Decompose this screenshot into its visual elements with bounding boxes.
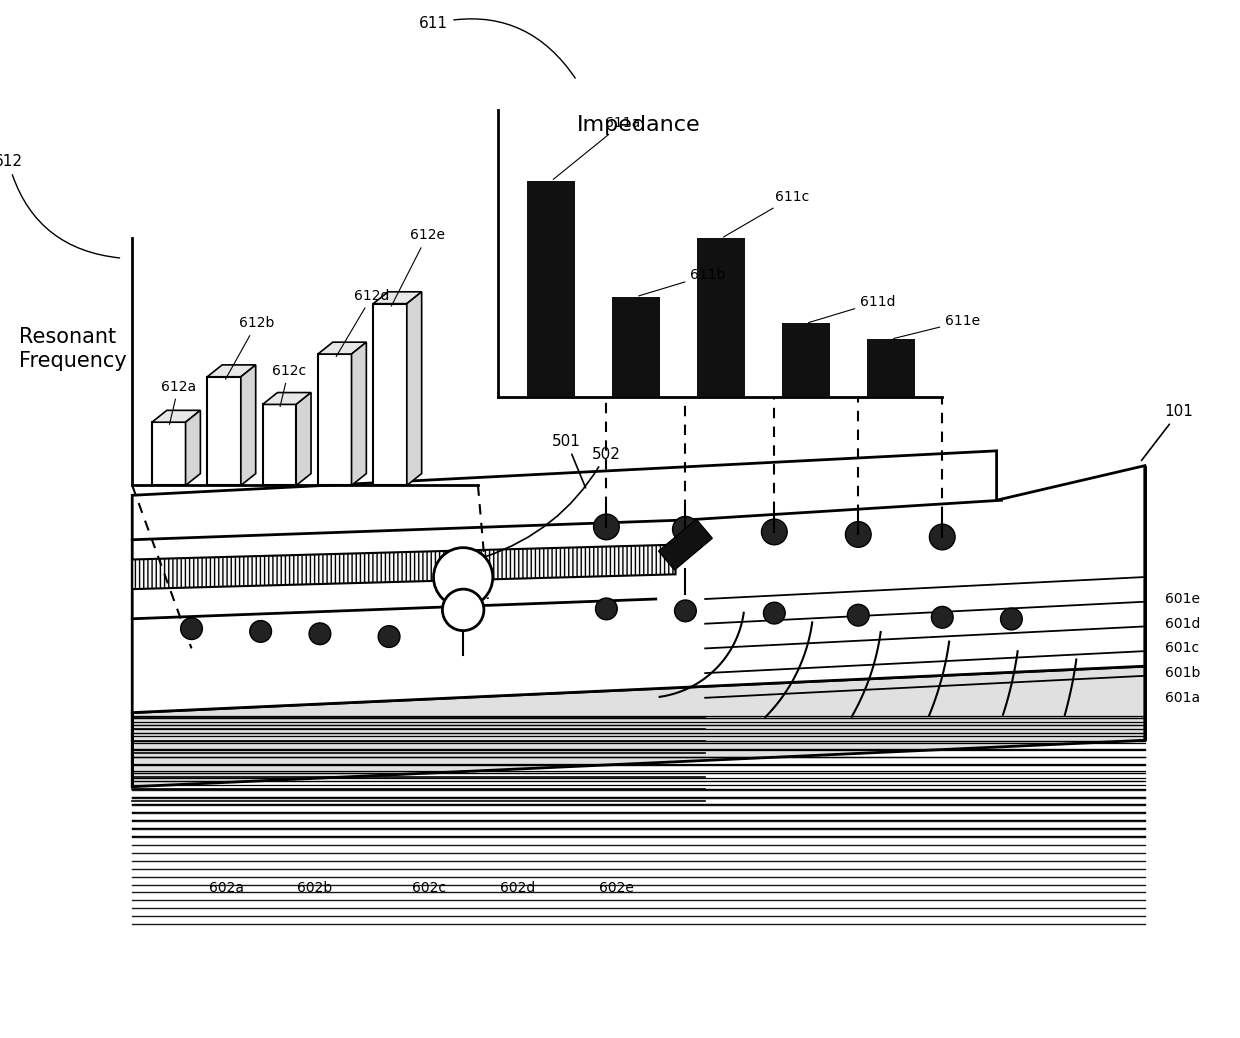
Circle shape [672,517,698,542]
Text: 611e: 611e [894,315,981,338]
Text: 611a: 611a [553,116,641,180]
Polygon shape [782,324,830,397]
Text: 611b: 611b [639,268,725,296]
Polygon shape [133,450,1145,713]
Text: 501: 501 [552,434,585,488]
Text: 602d: 602d [500,880,536,895]
Polygon shape [373,292,422,304]
Polygon shape [207,377,241,486]
Polygon shape [153,410,201,422]
Text: 602b: 602b [298,880,332,895]
Text: 611d: 611d [808,295,895,323]
Circle shape [309,623,331,645]
Text: 601e: 601e [1164,592,1199,606]
Polygon shape [317,343,366,354]
Polygon shape [133,545,676,590]
Circle shape [249,621,272,643]
Polygon shape [263,392,311,405]
Circle shape [378,626,401,648]
Polygon shape [867,339,915,397]
Text: 602c: 602c [412,880,445,895]
Text: 611c: 611c [723,190,810,237]
Polygon shape [373,304,407,486]
Text: 601d: 601d [1164,617,1200,631]
Circle shape [595,598,618,620]
Text: 602e: 602e [599,880,634,895]
Text: 612b: 612b [226,317,274,379]
Polygon shape [613,297,660,397]
Text: 612a: 612a [161,380,196,425]
Text: 601a: 601a [1164,691,1199,705]
Circle shape [443,590,484,631]
Polygon shape [133,666,1145,787]
Circle shape [764,602,785,624]
Circle shape [181,618,202,639]
Text: 101: 101 [1142,404,1193,461]
Text: 502: 502 [486,446,620,556]
Circle shape [846,522,872,547]
Circle shape [847,604,869,626]
Circle shape [594,514,619,540]
Polygon shape [153,422,186,486]
Polygon shape [697,239,745,397]
Text: 612d: 612d [336,289,389,357]
Polygon shape [207,365,255,377]
Text: 601b: 601b [1164,666,1200,680]
Polygon shape [658,519,712,570]
Polygon shape [527,182,575,397]
Circle shape [931,606,954,628]
Text: 602a: 602a [208,880,243,895]
Text: Resonant
Frequency: Resonant Frequency [19,327,126,371]
Polygon shape [317,354,351,486]
Text: Impedance: Impedance [577,115,701,135]
Circle shape [761,519,787,545]
Text: 601c: 601c [1164,641,1199,655]
Circle shape [434,548,492,607]
Circle shape [930,524,955,550]
Polygon shape [351,343,366,486]
Polygon shape [263,405,296,486]
Circle shape [1001,608,1022,630]
Polygon shape [407,292,422,486]
Polygon shape [296,392,311,486]
Polygon shape [241,365,255,486]
Text: 611: 611 [419,16,575,78]
Circle shape [675,600,697,622]
Text: 612: 612 [0,155,119,257]
Text: 612e: 612e [392,228,445,306]
Text: 612c: 612c [272,363,305,407]
Polygon shape [186,410,201,486]
